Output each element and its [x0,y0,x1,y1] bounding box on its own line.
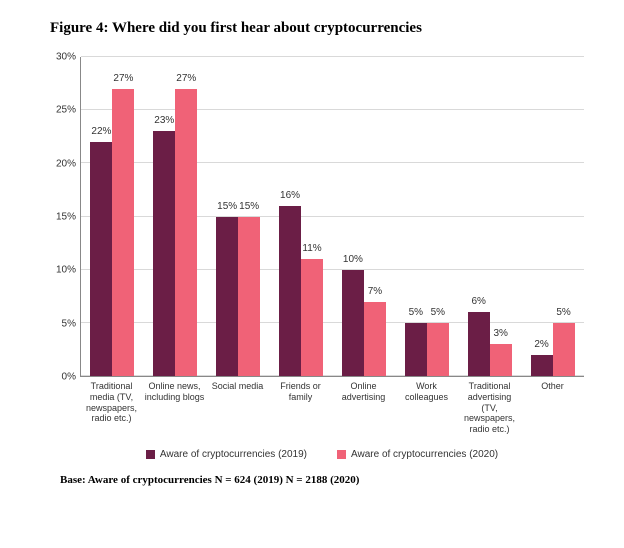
y-tick-label: 25% [56,105,76,116]
bar-value-label: 23% [154,115,174,126]
y-tick-label: 20% [56,158,76,169]
bar-value-label: 11% [302,243,321,254]
bar-value-label: 5% [431,307,445,318]
x-axis-label: Work colleagues [395,381,458,435]
legend-item: Aware of cryptocurrencies (2019) [146,449,307,460]
bar-group: 10%7% [333,57,396,376]
y-tick-label: 10% [56,265,76,276]
bar-value-label: 6% [471,296,485,307]
y-tick-label: 30% [56,52,76,63]
bar-group: 15%15% [207,57,270,376]
bar-value-label: 27% [113,73,133,84]
y-tick-label: 15% [56,212,76,223]
bar-group: 5%5% [395,57,458,376]
x-axis-labels: Traditional media (TV, newspapers, radio… [80,381,584,435]
bar: 6% [468,312,490,376]
x-axis-label: Other [521,381,584,435]
bar: 5% [427,323,449,376]
bar: 15% [238,217,260,377]
bar-value-label: 3% [493,328,507,339]
bar-value-label: 16% [280,190,300,201]
chart-area: 0%5%10%15%20%25%30% 22%27%23%27%15%15%16… [80,57,584,377]
bar: 16% [279,206,301,376]
bar: 22% [90,142,112,376]
legend-swatch [146,450,155,459]
x-axis-label: Friends or family [269,381,332,435]
bar: 23% [153,131,175,376]
y-tick-label: 5% [62,318,76,329]
y-axis: 0%5%10%15%20%25%30% [50,57,80,377]
bar: 5% [553,323,575,376]
bar-value-label: 27% [176,73,196,84]
legend-item: Aware of cryptocurrencies (2020) [337,449,498,460]
base-note: Base: Aware of cryptocurrencies N = 624 … [60,474,594,486]
bar-value-label: 15% [239,201,259,212]
bar: 27% [112,89,134,376]
y-tick-label: 0% [62,372,76,383]
bar: 7% [364,302,386,376]
legend: Aware of cryptocurrencies (2019) Aware of… [50,449,594,460]
x-axis-label: Traditional media (TV, newspapers, radio… [80,381,143,435]
bar-value-label: 10% [343,254,363,265]
bar-group: 22%27% [81,57,144,376]
legend-label: Aware of cryptocurrencies (2020) [351,449,498,460]
plot-area: 22%27%23%27%15%15%16%11%10%7%5%5%6%3%2%5… [80,57,584,377]
chart-title: Figure 4: Where did you first hear about… [50,20,594,37]
bar: 10% [342,270,364,376]
bar-value-label: 5% [409,307,423,318]
x-axis-label: Online news, including blogs [143,381,206,435]
bar-value-label: 22% [91,126,111,137]
bar-value-label: 5% [556,307,570,318]
figure-container: Figure 4: Where did you first hear about… [0,0,624,548]
bar: 5% [405,323,427,376]
bar: 3% [490,344,512,376]
bar-value-label: 15% [217,201,237,212]
bar: 27% [175,89,197,376]
x-axis-label: Social media [206,381,269,435]
bar-group: 6%3% [458,57,521,376]
bar: 2% [531,355,553,376]
bar-group: 2%5% [521,57,584,376]
bar-group: 16%11% [270,57,333,376]
bar-value-label: 2% [534,339,548,350]
legend-swatch [337,450,346,459]
bar: 11% [301,259,323,376]
x-axis-label: Online advertising [332,381,395,435]
legend-label: Aware of cryptocurrencies (2019) [160,449,307,460]
bar-value-label: 7% [368,286,382,297]
bar: 15% [216,217,238,377]
x-axis-label: Traditional advertising (TV, newspapers,… [458,381,521,435]
bar-group: 23%27% [144,57,207,376]
